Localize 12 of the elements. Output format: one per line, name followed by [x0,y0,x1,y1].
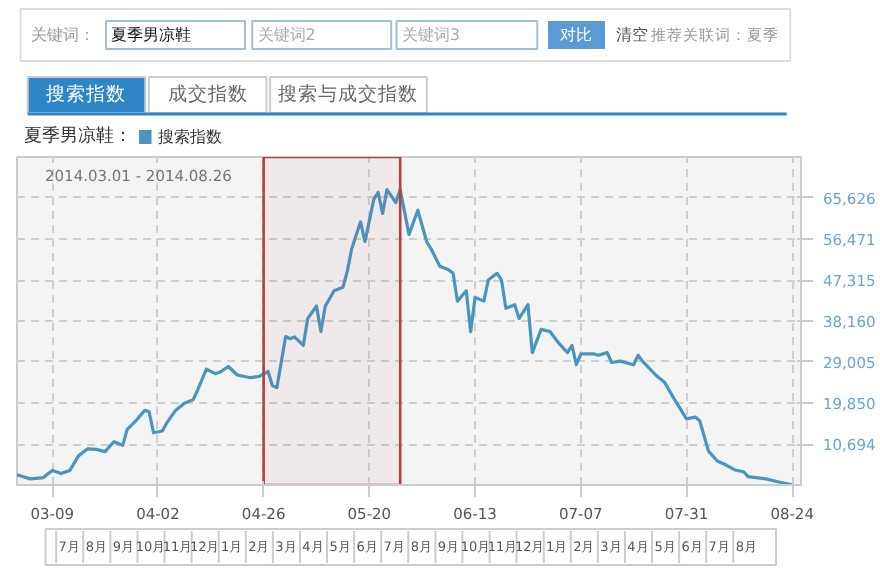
text: 关键词： [31,26,96,44]
text: 关键词2 [257,26,316,44]
text: 关键词3 [401,26,461,44]
text: 清空 [615,26,648,44]
line-series [17,188,794,485]
text: 搜索与成交指数 [278,82,419,106]
text: 对比 [560,26,593,44]
text: 夏季男凉鞋 [111,26,192,44]
legend-label: 搜索指数 [157,128,222,146]
text: 成交指数 [167,82,248,106]
legend-title: 夏季男凉鞋： [24,125,133,147]
text: 搜索指数 [46,82,127,106]
